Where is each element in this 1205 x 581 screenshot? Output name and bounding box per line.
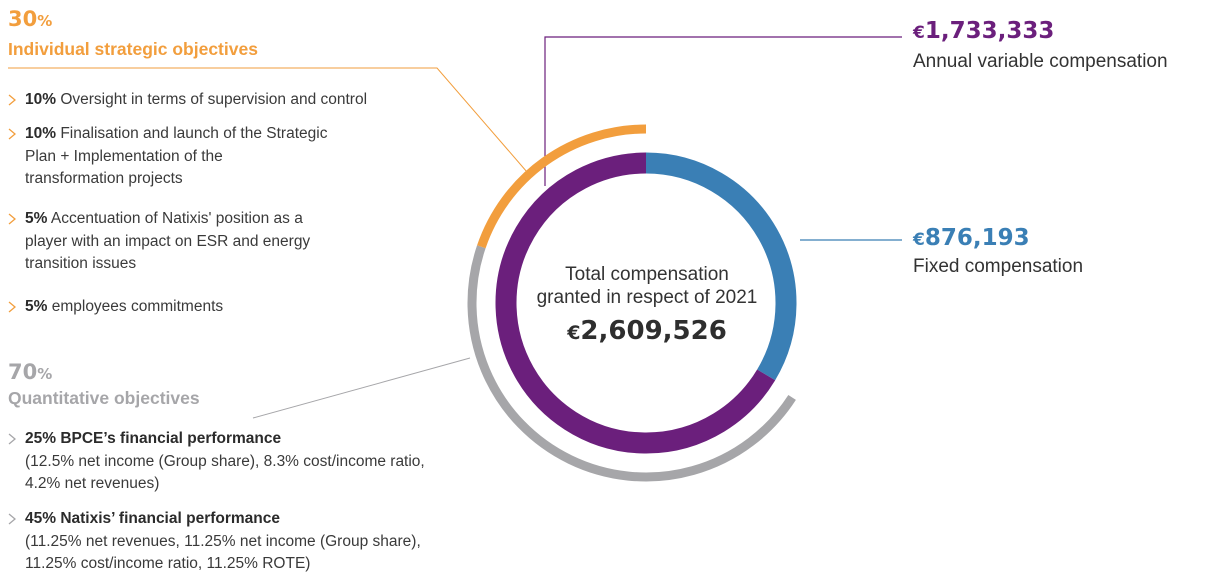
inner-ring bbox=[495, 152, 797, 454]
item-text: Plan + Implementation of the bbox=[25, 147, 223, 165]
chevron-right-icon bbox=[8, 433, 16, 445]
total-label: Total compensation granted in respect of… bbox=[517, 263, 777, 309]
item-percent: 5% bbox=[25, 298, 48, 315]
variable-amount: €1,733,333 bbox=[913, 18, 1054, 46]
item-text: 11.25% cost/income ratio, 11.25% ROTE) bbox=[25, 555, 311, 572]
item-text: transformation projects bbox=[25, 170, 183, 187]
outer-arc-quantitative-objectives bbox=[467, 245, 796, 482]
item-text: 4.2% net revenues) bbox=[25, 475, 160, 492]
slice-annual-variable-compensation bbox=[495, 152, 776, 454]
variable-amount-value: 1,733,333 bbox=[924, 18, 1055, 44]
leader-line-variable bbox=[544, 36, 902, 186]
leader-line-individual bbox=[8, 67, 528, 173]
chevron-right-icon bbox=[8, 213, 16, 225]
quantitative-percent-value: 70 bbox=[8, 360, 38, 384]
quantitative-item-2: 45% Natixis’ financial performance (11.2… bbox=[8, 508, 421, 576]
quantitative-percent: 70% bbox=[8, 361, 52, 385]
total-label-line: granted in respect of 2021 bbox=[536, 287, 758, 308]
total-currency: € bbox=[567, 322, 581, 344]
item-percent: 10% bbox=[25, 91, 57, 108]
chevron-right-icon bbox=[8, 94, 16, 106]
quantitative-item-1: 25% BPCE’s financial performance (12.5% … bbox=[8, 428, 425, 496]
item-text: employees commitments bbox=[51, 298, 224, 315]
item-text: Finalisation and launch of the Strategic bbox=[60, 125, 328, 142]
total-label-line: Total compensation bbox=[565, 264, 729, 285]
outer-arc-individual-strategic-objectives bbox=[477, 124, 647, 249]
item-percent: 10% bbox=[25, 125, 57, 142]
total-amount-value: 2,609,526 bbox=[580, 316, 727, 346]
item-percent: 5% bbox=[25, 210, 48, 227]
individual-item-4: 5% employees commitments bbox=[8, 296, 224, 319]
total-amount: €2,609,526 bbox=[517, 316, 777, 346]
item-text: Accentuation of Natixis' position as a bbox=[50, 210, 303, 227]
fixed-amount: €876,193 bbox=[913, 225, 1030, 253]
individual-percent-value: 30 bbox=[8, 7, 38, 31]
item-text: transition issues bbox=[25, 255, 137, 272]
individual-item-1: 10% Oversight in terms of supervision an… bbox=[8, 89, 368, 112]
item-heading: 45% Natixis’ financial performance bbox=[25, 510, 280, 527]
chevron-right-icon bbox=[8, 128, 16, 140]
item-text: (12.5% net income (Group share), 8.3% co… bbox=[25, 452, 425, 470]
chevron-right-icon bbox=[8, 513, 16, 525]
leader-line-quantitative bbox=[252, 357, 471, 419]
variable-label: Annual variable compensation bbox=[913, 51, 1168, 72]
item-text: (11.25% net revenues, 11.25% net income … bbox=[25, 532, 421, 550]
item-text: player with an impact on ESR and energy bbox=[25, 232, 311, 250]
individual-title: Individual strategic objectives bbox=[8, 39, 258, 59]
individual-item-3: 5% Accentuation of Natixis' position as … bbox=[8, 208, 311, 276]
fixed-label: Fixed compensation bbox=[913, 256, 1084, 277]
outer-ring bbox=[467, 124, 796, 482]
fixed-amount-value: 876,193 bbox=[924, 225, 1030, 251]
leader-lines bbox=[8, 36, 902, 419]
individual-item-2: 10% Finalisation and launch of the Strat… bbox=[8, 123, 328, 191]
quantitative-percent-symbol: % bbox=[37, 365, 53, 383]
slice-fixed-compensation bbox=[645, 152, 797, 381]
item-text: Oversight in terms of supervision and co… bbox=[60, 91, 368, 108]
chevron-right-icon bbox=[8, 301, 16, 313]
quantitative-title: Quantitative objectives bbox=[8, 388, 200, 408]
fixed-currency: € bbox=[913, 230, 925, 250]
variable-currency: € bbox=[913, 23, 925, 43]
individual-percent: 30% bbox=[8, 8, 52, 32]
item-heading: 25% BPCE’s financial performance bbox=[25, 430, 282, 447]
individual-percent-symbol: % bbox=[37, 12, 53, 30]
